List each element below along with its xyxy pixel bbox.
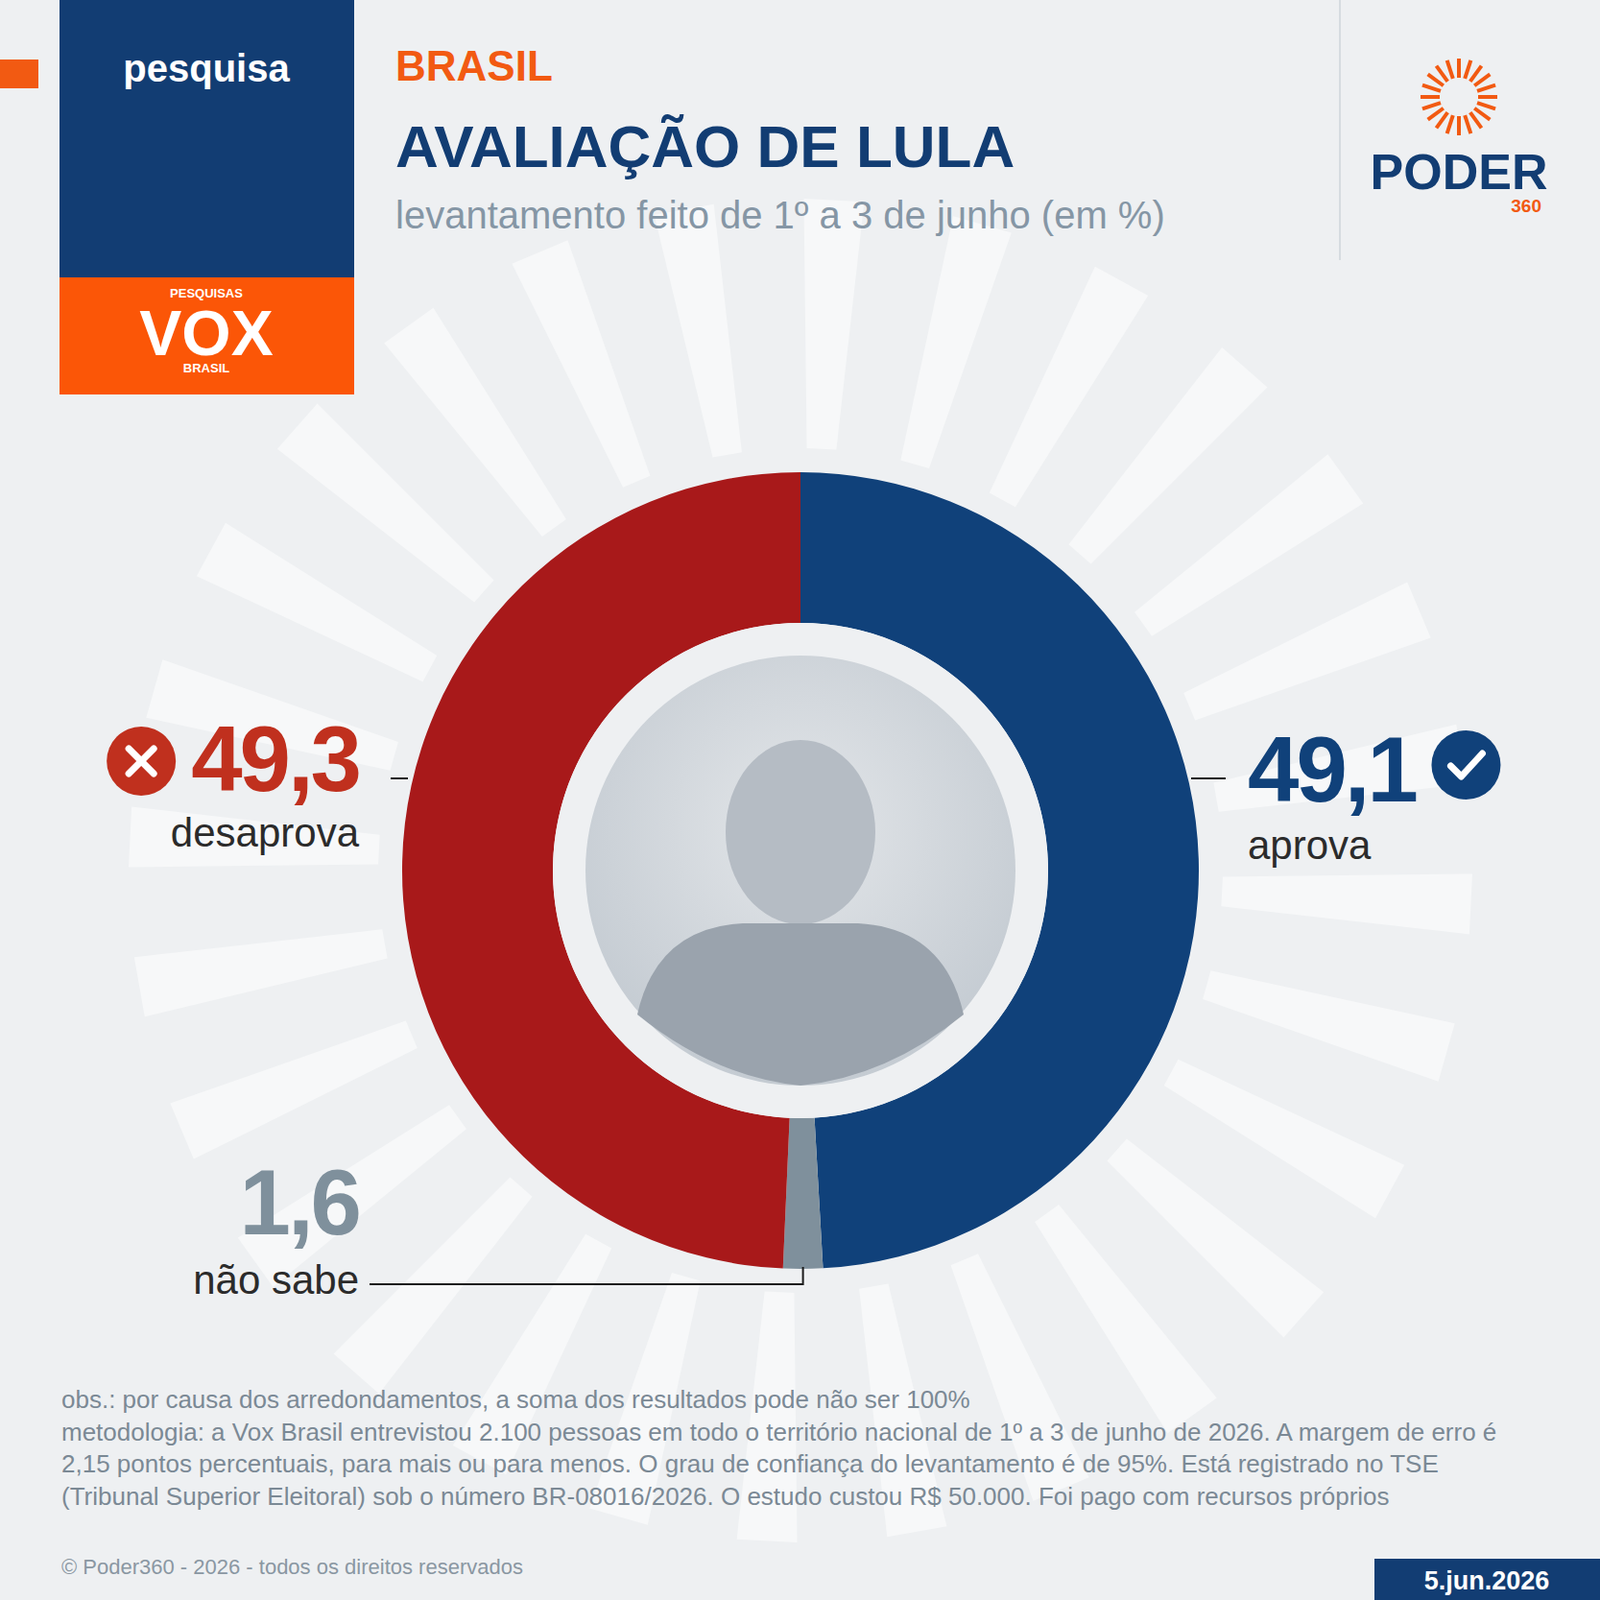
publisher-logo-sun <box>1420 58 1498 136</box>
sun-ray <box>1435 66 1448 82</box>
background-ray <box>804 198 865 451</box>
background-ray <box>1202 970 1456 1081</box>
x-icon-circle <box>106 726 176 796</box>
x-icon-stroke <box>128 748 154 774</box>
background-ray <box>383 308 567 537</box>
x-icon <box>106 726 176 796</box>
sun-ray <box>1470 66 1482 82</box>
sun-ray <box>1474 108 1490 120</box>
sun-ray <box>1477 102 1496 109</box>
date-box <box>1374 1558 1600 1600</box>
background-ray <box>1183 581 1431 720</box>
background-ray <box>1220 874 1473 935</box>
data-label-value: 1,6 <box>239 1150 359 1254</box>
title: AVALIAÇÃO DE LULA <box>395 113 1015 180</box>
source-logo-bottom: BRASIL <box>183 360 230 376</box>
photo-shoulders <box>637 923 964 1086</box>
photo-placeholder <box>585 655 1016 1086</box>
notes: obs.: por causa dos arredondamentos, a s… <box>61 1385 1497 1511</box>
sun-ray <box>1477 85 1496 92</box>
leader-line <box>369 1266 804 1285</box>
data-label-value: 49,1 <box>1247 717 1416 821</box>
section: BRASIL <box>395 42 553 90</box>
leader-line <box>1191 777 1226 780</box>
check-icon-mark <box>1450 753 1482 777</box>
background-ray <box>1164 1059 1405 1218</box>
sun-ray <box>1464 115 1471 134</box>
date: 5.jun.2026 <box>1424 1566 1551 1596</box>
sun-ray <box>1456 116 1461 136</box>
tag-box <box>59 0 355 278</box>
accent-bar <box>0 59 39 89</box>
tag: pesquisa <box>122 47 290 90</box>
data-label-category: não sabe <box>192 1257 359 1303</box>
subtitle: levantamento feito de 1º a 3 de junho (e… <box>395 193 1166 237</box>
background-rays <box>128 198 1473 1543</box>
background-ray <box>511 239 650 487</box>
sun-ray <box>1428 73 1444 86</box>
sun-ray <box>1478 95 1498 99</box>
sun-ray <box>1435 112 1448 128</box>
sun-ray <box>1422 85 1441 92</box>
donut-slice <box>783 1118 824 1269</box>
note: obs.: por causa dos arredondamentos, a s… <box>61 1385 971 1414</box>
publisher-logo-name: PODER <box>1370 143 1549 200</box>
center-ring <box>552 622 1049 1119</box>
copyright: © Poder360 - 2026 - todos os direitos re… <box>61 1554 524 1579</box>
background <box>0 0 1600 1600</box>
sun-ray <box>1456 58 1461 78</box>
source-logo-box <box>59 277 355 395</box>
sun-ray <box>1447 60 1454 79</box>
background-ray <box>989 266 1148 507</box>
data-label-category: desaprova <box>170 810 360 856</box>
sun-ray <box>1464 60 1471 79</box>
source-logo-name: VOX <box>139 297 273 369</box>
data-label-value: 49,3 <box>191 707 359 811</box>
sun-ray <box>1474 73 1490 86</box>
sun-ray <box>1447 115 1454 134</box>
canvas: pesquisaPESQUISASVOXBRASILBRASILAVALIAÇÃ… <box>0 0 1600 1600</box>
background-ray <box>900 215 1011 469</box>
data-label-category: aprova <box>1247 822 1372 868</box>
background-ray <box>128 807 381 868</box>
sun-ray <box>1428 108 1444 120</box>
background-ray <box>134 929 388 1017</box>
check-icon-circle <box>1431 730 1501 800</box>
background-ray <box>1134 453 1363 637</box>
background-ray <box>169 1021 417 1160</box>
sun-ray <box>1422 102 1441 109</box>
background-ray <box>654 204 742 458</box>
data-labels: 49,1aprova 1,6não sabe 49,3desaprova <box>106 707 1501 1303</box>
publisher-logo-number: 360 <box>1510 195 1542 216</box>
background-ray <box>196 523 437 682</box>
photo-head <box>725 740 876 925</box>
check-icon <box>1431 730 1501 800</box>
x-icon-stroke <box>128 748 154 774</box>
leader-line <box>390 777 408 780</box>
sun-ray <box>1470 112 1482 128</box>
donut <box>402 472 1199 1269</box>
note: metodologia: a Vox Brasil entrevistou 2.… <box>61 1417 1497 1511</box>
header-separator <box>1338 0 1341 261</box>
sun-ray <box>1420 95 1440 99</box>
background-ray <box>1034 1204 1218 1433</box>
